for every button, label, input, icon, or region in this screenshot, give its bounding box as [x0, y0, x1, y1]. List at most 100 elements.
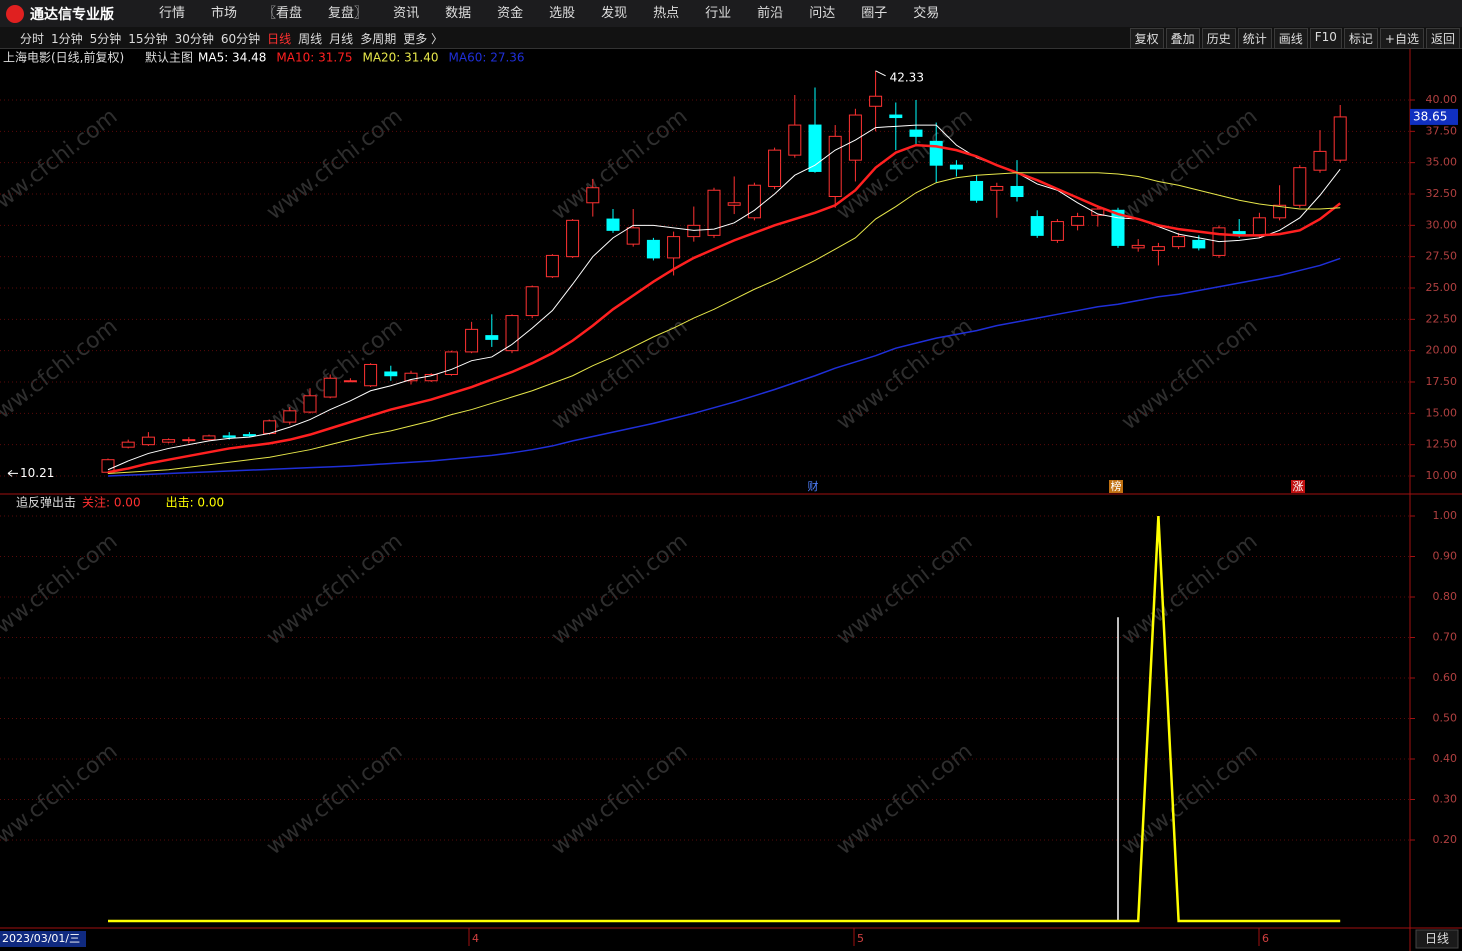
- candle-body: [848, 114, 862, 161]
- watermark: www.cfchi.com: [547, 104, 692, 225]
- candle-body: [121, 441, 135, 448]
- menu-item[interactable]: 资讯: [393, 6, 420, 21]
- y-tick-label: 0.50: [1433, 712, 1458, 725]
- candle-body: [1030, 216, 1044, 236]
- event-marker-box: [1109, 480, 1123, 493]
- candle-body: [1313, 150, 1327, 171]
- y-tick-label: 10.00: [1426, 469, 1458, 482]
- watermark: www.cfchi.com: [1117, 314, 1262, 435]
- watermark: www.cfchi.com: [547, 529, 692, 650]
- period-button[interactable]: 30分钟: [174, 32, 214, 46]
- candle-body: [990, 185, 1004, 191]
- period-button[interactable]: 分时: [20, 32, 45, 46]
- y-tick-label: 15.00: [1426, 406, 1458, 419]
- period-button[interactable]: 日线: [267, 32, 292, 46]
- last-price-box: [1410, 108, 1458, 125]
- candle-body: [970, 180, 984, 201]
- candle-body: [202, 435, 216, 441]
- candle-body: [343, 380, 357, 383]
- period-button[interactable]: 5分钟: [89, 32, 122, 46]
- tool-button[interactable]: F10: [1309, 28, 1342, 49]
- x-tick-label: 2023/03/01/三: [2, 932, 80, 945]
- candle-body: [889, 114, 903, 119]
- menu-item[interactable]: 行业: [705, 6, 732, 21]
- y-tick-label: 0.70: [1433, 631, 1458, 644]
- menu-item[interactable]: 发现: [601, 6, 628, 21]
- period-button[interactable]: 1分钟: [51, 32, 83, 46]
- toolbar: 分时 1分钟 5分钟 15分钟 30分钟 60分钟 日线 周线 月线 多周期 更多 〉 复权 叠加 历史统…: [0, 27, 1462, 49]
- candle-body: [1071, 216, 1085, 226]
- tool-button[interactable]: 统计: [1237, 28, 1272, 49]
- menu-item[interactable]: 资金: [497, 6, 524, 21]
- tool-button[interactable]: 复权: [1129, 28, 1164, 49]
- menu-item[interactable]: 交易: [913, 6, 940, 21]
- menu-item[interactable]: 热点: [653, 6, 680, 21]
- app-title: 通达信专业版: [30, 6, 114, 23]
- menu-item[interactable]: 行情: [159, 6, 186, 21]
- legend-entry: 出击: 0.00: [166, 496, 225, 510]
- watermark: www.cfchi.com: [832, 314, 977, 435]
- candle-body: [768, 149, 782, 187]
- candle-body: [828, 135, 842, 198]
- last-price-label: 38.65: [1413, 109, 1447, 123]
- tool-button[interactable]: 历史: [1201, 28, 1236, 49]
- candle-body: [1010, 185, 1024, 198]
- y-tick-label: 32.50: [1426, 187, 1458, 200]
- menu-item[interactable]: 市场: [211, 6, 238, 21]
- period-label: 日线: [1425, 932, 1449, 946]
- menu-item[interactable]: 数据: [445, 6, 472, 21]
- menu-item[interactable]: 复盘〗: [328, 6, 368, 21]
- candle-body: [141, 436, 155, 446]
- candle-body: [808, 124, 822, 172]
- low-arrow: [7, 469, 18, 477]
- y-tick-label: 40.00: [1426, 93, 1458, 106]
- candle-body: [1050, 221, 1064, 241]
- tool-button[interactable]: 叠加: [1165, 28, 1200, 49]
- tool-button[interactable]: 返回: [1425, 28, 1460, 49]
- ma-line: [107, 257, 1341, 477]
- tool-button[interactable]: +自选: [1379, 28, 1424, 49]
- candle-body: [909, 129, 923, 137]
- legend-entry: MA10: 31.75: [276, 51, 352, 65]
- period-button[interactable]: 15分钟: [128, 32, 168, 46]
- y-tick-label: 35.00: [1426, 156, 1458, 169]
- tool-button[interactable]: 画线: [1273, 28, 1308, 49]
- menu-item[interactable]: 问达: [809, 6, 836, 21]
- candle-body: [1293, 167, 1307, 206]
- tool-button[interactable]: 标记: [1343, 28, 1378, 49]
- menu-item[interactable]: 选股: [549, 6, 576, 21]
- y-tick-label: 30.00: [1426, 218, 1458, 231]
- candle-body: [1111, 209, 1125, 246]
- legend-entry: 关注: 0.00: [82, 495, 141, 510]
- watermark: www.cfchi.com: [832, 529, 977, 650]
- watermark: www.cfchi.com: [262, 104, 407, 225]
- x-tick-label: 5: [857, 932, 864, 945]
- period-button[interactable]: 月线: [329, 32, 354, 46]
- candle-body: [1151, 246, 1165, 251]
- period-button[interactable]: 周线: [298, 32, 323, 46]
- y-tick-label: 0.20: [1433, 833, 1458, 846]
- candle-body: [505, 315, 519, 352]
- candle-body: [525, 286, 539, 317]
- candle-body: [424, 373, 438, 382]
- period-button[interactable]: 多周期: [360, 32, 397, 46]
- candle-body: [162, 439, 176, 443]
- candle-body: [242, 434, 256, 437]
- event-marker-box: [1291, 480, 1305, 493]
- legend-entry: MA20: 31.40: [362, 51, 438, 65]
- menu-item[interactable]: 〖看盘: [263, 6, 303, 21]
- period-button[interactable]: 更多 〉: [403, 32, 444, 46]
- x-tick-label: 6: [1262, 932, 1269, 945]
- menu-item[interactable]: 前沿: [757, 6, 784, 21]
- menu-bar: 通达信专业版 行情 市场 〖看盘 复盘〗 资讯 数据 资金 选股 发现 热点 行业 前沿 问达 圈子 交易: [0, 0, 1462, 27]
- y-tick-label: 37.50: [1426, 124, 1458, 137]
- period-button[interactable]: 60分钟: [220, 32, 261, 46]
- menu-item[interactable]: 圈子: [861, 6, 888, 21]
- event-marker: 涨: [1293, 480, 1304, 493]
- candle-body: [626, 227, 640, 245]
- y-tick-label: 0.30: [1433, 793, 1458, 806]
- ma-line: [107, 172, 1341, 474]
- candle-body: [747, 184, 761, 219]
- watermark: www.cfchi.com: [262, 529, 407, 650]
